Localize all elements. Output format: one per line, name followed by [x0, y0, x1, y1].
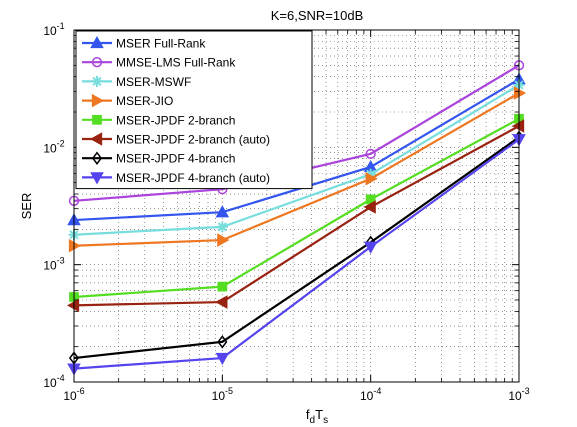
series-marker — [215, 295, 228, 309]
series-line — [73, 117, 520, 299]
series-marker — [91, 57, 103, 68]
legend-label: MSER-JPDF 4-branch (auto) — [116, 171, 270, 185]
series-marker — [91, 93, 105, 108]
series-marker — [66, 298, 80, 313]
series-marker — [89, 132, 103, 146]
grid — [74, 30, 519, 382]
y-tick-label: 10-2 — [43, 138, 64, 155]
series-line — [73, 92, 520, 247]
series-marker — [365, 171, 378, 186]
series-line — [73, 84, 520, 236]
series-marker — [68, 238, 82, 253]
legend-label: MSER-JIO — [116, 94, 173, 108]
series-marker — [215, 205, 230, 218]
legend-label: MSER-JPDF 2-branch — [116, 113, 235, 127]
y-tick-label: 10-1 — [43, 21, 64, 38]
series-line — [73, 136, 520, 360]
x-tick-label: 10-6 — [63, 386, 84, 403]
series-marker — [91, 151, 103, 165]
series-marker — [90, 172, 104, 185]
legend-label: MSER-JPDF 4-branch — [116, 152, 235, 166]
series-marker — [363, 241, 378, 254]
axes: 10-6 10-5 10-4 10-3 10-4 10-3 10-2 10-1 — [43, 21, 529, 403]
series-marker — [217, 233, 230, 247]
series-marker — [216, 221, 228, 233]
series-line — [73, 138, 520, 370]
chart-title: K=6,SNR=10dB — [271, 8, 364, 23]
y-tick-label: 10-3 — [43, 256, 64, 273]
series-marker — [215, 352, 230, 366]
legend-label: MSER-MSWF — [116, 75, 191, 89]
x-label-s: s — [323, 415, 328, 426]
x-tick-label: 10-4 — [360, 386, 381, 403]
series-line — [73, 125, 520, 307]
legend-label: MMSE-LMS Full-Rank — [116, 56, 236, 70]
series-line — [73, 78, 520, 222]
legend-label: MSER Full-Rank — [116, 37, 206, 51]
x-tick-label: 10-5 — [212, 386, 233, 403]
legend-label: MSER-JPDF 2-branch (auto) — [116, 133, 270, 147]
x-tick-label: 10-3 — [508, 386, 529, 403]
x-label-t: T — [315, 407, 323, 422]
series-marker — [92, 114, 102, 125]
series-marker — [513, 86, 527, 100]
series-marker — [511, 119, 525, 133]
series-marker — [90, 35, 104, 49]
x-axis-label: fdTs — [306, 407, 328, 426]
legend: MSER Full-Rank MMSE-LMS Full-Rank MSER-MSW… — [75, 30, 313, 190]
legend-box — [75, 30, 313, 190]
series-marker — [91, 75, 103, 87]
series-marker — [365, 148, 376, 159]
series-marker — [217, 281, 228, 292]
series-marker — [363, 200, 376, 214]
x-label-d: d — [310, 415, 316, 426]
y-axis-label: SER — [19, 193, 34, 220]
series-marker — [217, 335, 228, 349]
y-tick-label: 10-4 — [43, 373, 64, 390]
plot-frame — [73, 29, 520, 383]
x-label-f: f — [306, 407, 310, 422]
